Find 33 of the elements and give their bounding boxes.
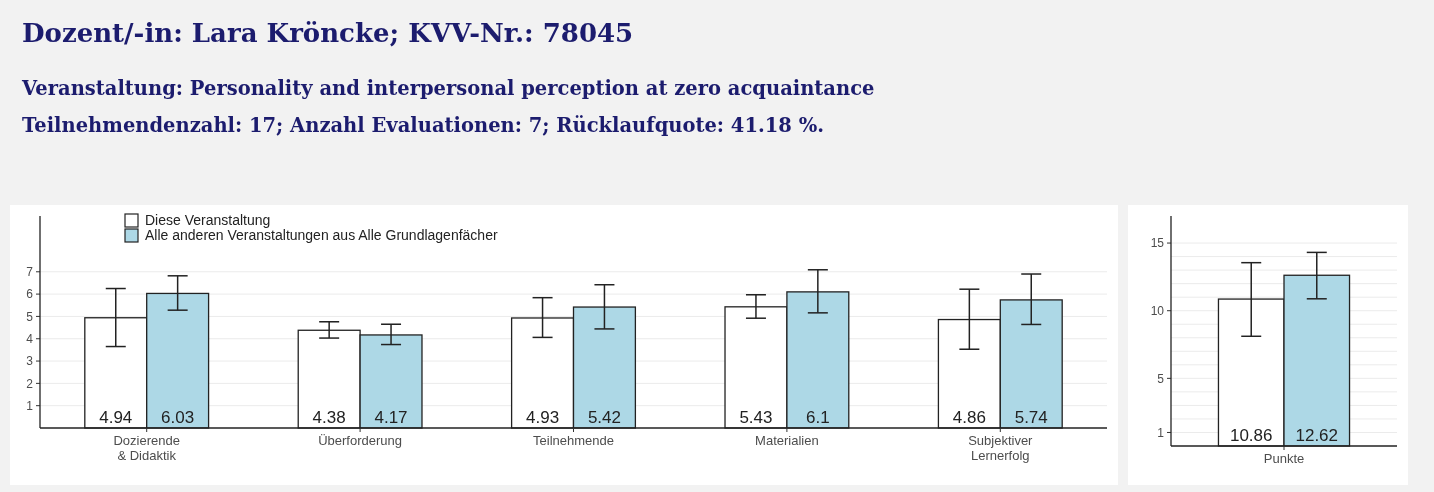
y-tick-label: 2: [26, 376, 34, 391]
y-tick-label: 5: [1157, 371, 1165, 386]
y-tick-label: 4: [26, 331, 34, 346]
data-label: 6.1: [806, 408, 830, 427]
y-tick-label: 5: [26, 309, 34, 324]
y-tick-label: 6: [26, 287, 34, 302]
data-label: 10.86: [1229, 426, 1273, 445]
x-tick-label: Dozierende & Didaktik: [113, 433, 180, 463]
x-tick-label: Überforderung: [318, 433, 403, 448]
chart-title: Dozent/-in: Lara Kröncke; KVV-Nr.: 78045: [22, 18, 634, 48]
y-tick-label: 15: [1150, 236, 1165, 251]
x-tick-label: Punkte: [1263, 451, 1305, 466]
y-tick-label: 1: [1157, 425, 1165, 440]
chart-subtitle: Veranstaltung: Personality and interpersonal perception at zero acquaintance Teilnehmendenzahl: 17; Anzahl Evaluationen: 7; Rücklaufquote: 41.18 %.: [21, 77, 875, 137]
data-label: 4.93: [526, 408, 560, 427]
data-label: 4.86: [952, 408, 986, 427]
y-tick-label: 1: [26, 398, 34, 413]
legend-label: Alle anderen Veranstaltungen aus Alle Grundlagenfächer: [145, 227, 498, 243]
data-label: 4.17: [374, 408, 408, 427]
data-label: 5.74: [1014, 408, 1048, 427]
y-tick-label: 10: [1150, 303, 1165, 318]
y-tick-label: 3: [26, 354, 34, 369]
x-tick-label: Materialien: [755, 433, 819, 448]
legend-label: Diese Veranstaltung: [145, 212, 271, 228]
x-tick-label: Teilnehmende: [533, 433, 614, 448]
data-label: 4.94: [99, 408, 133, 427]
data-label: 4.38: [312, 408, 346, 427]
x-tick-label: Subjektiver Lernerfolg: [968, 433, 1034, 463]
data-label: 5.43: [739, 408, 773, 427]
data-label: 12.62: [1295, 426, 1339, 445]
data-label: 6.03: [161, 408, 195, 427]
data-label: 5.42: [587, 408, 621, 427]
y-tick-label: 7: [26, 264, 34, 279]
